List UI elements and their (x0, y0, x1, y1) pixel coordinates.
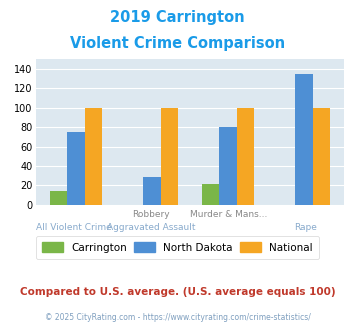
Text: Robbery: Robbery (132, 210, 170, 218)
Text: Violent Crime Comparison: Violent Crime Comparison (70, 36, 285, 51)
Bar (50, 191, 67, 205)
Text: © 2025 CityRating.com - https://www.cityrating.com/crime-statistics/: © 2025 CityRating.com - https://www.city… (45, 314, 310, 322)
Bar (237, 108, 254, 205)
Text: Compared to U.S. average. (U.S. average equals 100): Compared to U.S. average. (U.S. average … (20, 287, 335, 297)
Bar (295, 74, 313, 205)
Text: Murder & Mans...: Murder & Mans... (190, 210, 267, 218)
Bar (202, 184, 219, 205)
Bar (67, 132, 84, 205)
Text: Aggravated Assault: Aggravated Assault (107, 223, 196, 232)
Bar (143, 177, 160, 205)
Text: Rape: Rape (294, 223, 317, 232)
Text: All Violent Crime: All Violent Crime (36, 223, 112, 232)
Bar (313, 108, 330, 205)
Bar (160, 108, 178, 205)
Text: 2019 Carrington: 2019 Carrington (110, 10, 245, 25)
Bar (84, 108, 102, 205)
Legend: Carrington, North Dakota, National: Carrington, North Dakota, National (36, 236, 319, 259)
Bar (219, 127, 237, 205)
